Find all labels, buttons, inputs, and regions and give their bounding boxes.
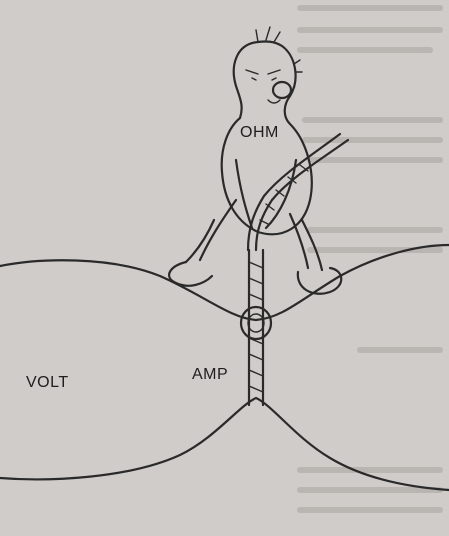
ohm-label: OHM <box>240 124 279 141</box>
ohm-character <box>168 26 343 295</box>
volt-label: VOLT <box>26 374 69 391</box>
bleed-through-text <box>297 5 443 513</box>
amp-label: AMP <box>192 366 229 383</box>
conductor-wire <box>0 243 449 492</box>
